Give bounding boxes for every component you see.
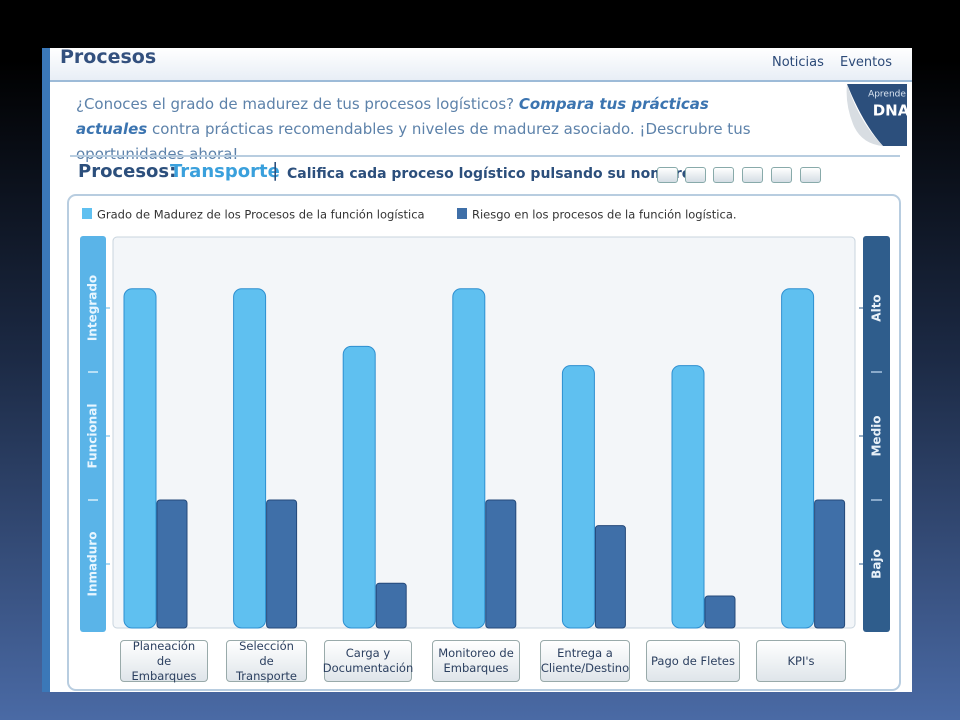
bar <box>233 288 267 629</box>
intro: ¿Conoces el grado de madurez de tus proc… <box>76 92 776 167</box>
intro-lead: ¿Conoces el grado de madurez de tus proc… <box>76 95 515 113</box>
category-button[interactable]: Entrega a Cliente/Destino <box>540 640 630 682</box>
y-tick-label: Inmaduro <box>86 532 100 597</box>
legend-label: Riesgo en los procesos de la función log… <box>472 208 737 222</box>
rating-button[interactable] <box>771 167 792 183</box>
instruction: Califica cada proceso logístico pulsando… <box>287 166 692 182</box>
y2-tick-label: Bajo <box>870 549 884 579</box>
section-name: Transporte <box>170 161 280 182</box>
category-button[interactable]: Planeación de Embarques <box>120 639 208 683</box>
bar <box>561 365 595 629</box>
y-tick-label: Integrado <box>86 275 100 341</box>
legend-swatch <box>457 208 467 219</box>
y2-tick-label: Alto <box>870 294 884 321</box>
legend-swatch <box>82 208 92 219</box>
badge-bottom: DNA <box>873 102 907 120</box>
rating-button[interactable] <box>685 167 706 183</box>
rating-button[interactable] <box>800 167 821 183</box>
rating-button[interactable] <box>657 167 678 183</box>
bar <box>375 582 407 629</box>
bar <box>266 499 298 629</box>
rating-button[interactable] <box>713 167 734 183</box>
page-title: Procesos <box>60 46 157 68</box>
badge-top: Aprende <box>868 90 906 100</box>
bar <box>671 365 705 629</box>
bar <box>452 288 486 629</box>
bar <box>594 525 626 629</box>
rating-button[interactable] <box>742 167 763 183</box>
category-button[interactable]: Carga y Documentación <box>323 640 413 682</box>
bar <box>123 288 157 629</box>
category-button[interactable]: Pago de Fletes <box>646 640 740 682</box>
nav-link[interactable]: Eventos <box>840 55 892 70</box>
bar <box>342 345 376 629</box>
category-button[interactable]: KPI's <box>756 640 846 682</box>
bar <box>485 499 517 629</box>
section-label: Procesos: <box>78 161 177 182</box>
y-tick-label: Funcional <box>86 404 100 469</box>
bar <box>781 288 815 629</box>
intro-rest: contra prácticas recomendables y niveles… <box>76 120 751 163</box>
separator: | <box>272 159 279 181</box>
category-button[interactable]: Monitoreo de Embarques <box>432 640 520 682</box>
y2-tick-label: Medio <box>870 415 884 456</box>
header-bar <box>50 48 912 82</box>
bar <box>156 499 188 629</box>
intro-emphasis: Compara tus prácticas actuales <box>76 95 709 138</box>
nav-link[interactable]: Noticias <box>772 55 824 70</box>
legend-label: Grado de Madurez de los Procesos de la f… <box>97 208 425 222</box>
category-button[interactable]: Selección de Transporte <box>226 639 307 683</box>
bar <box>814 499 846 629</box>
badge[interactable]: Aprende DNA <box>843 84 907 148</box>
divider <box>70 155 900 157</box>
bar <box>704 595 736 629</box>
